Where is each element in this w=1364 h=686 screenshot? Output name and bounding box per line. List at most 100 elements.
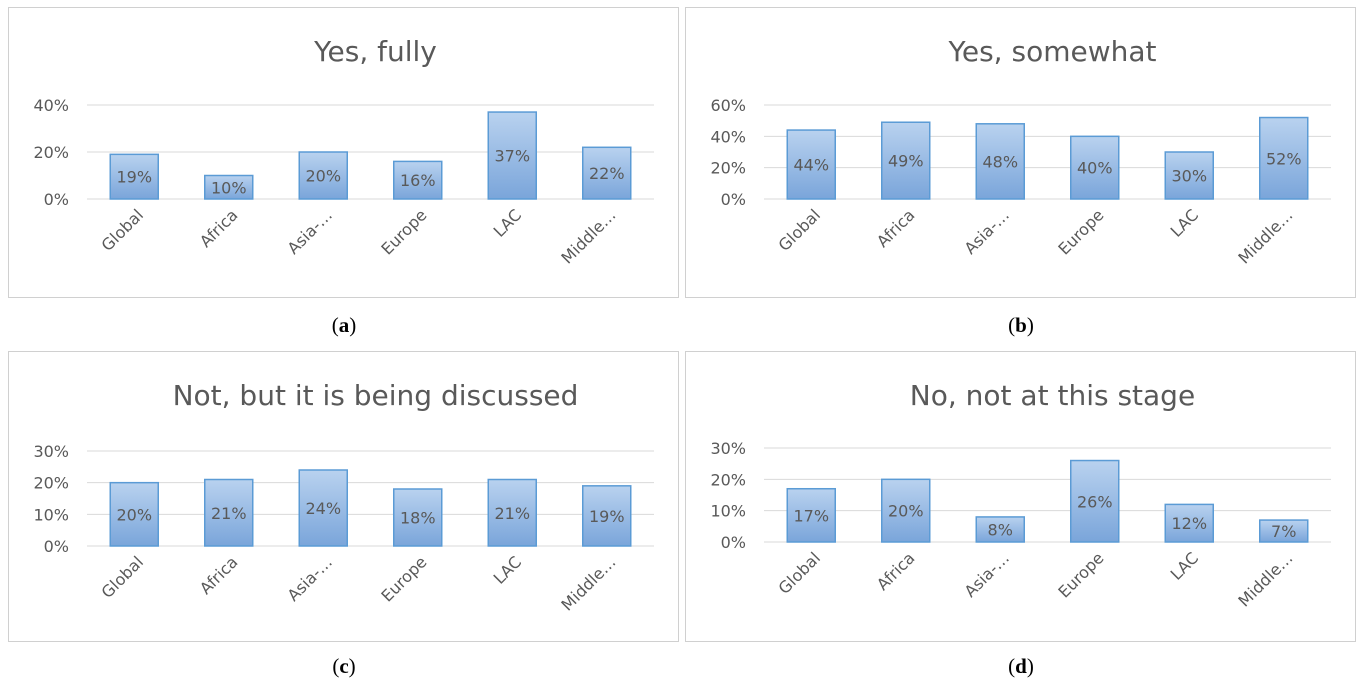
- data-label: 18%: [400, 509, 436, 528]
- x-category-label: Asia-…: [961, 205, 1014, 258]
- data-label: 16%: [400, 171, 436, 190]
- chart-title: Yes, somewhat: [947, 35, 1156, 68]
- bar: [786, 129, 836, 200]
- x-category-label: Middle…: [1234, 548, 1296, 610]
- x-category-label: Global: [775, 205, 825, 255]
- bar: [204, 174, 254, 200]
- data-label: 19%: [116, 168, 152, 187]
- bar: [298, 151, 348, 200]
- x-category-label: Europe: [1054, 205, 1107, 258]
- x-category-label: LAC: [1167, 548, 1202, 583]
- y-tick-label: 40%: [33, 96, 69, 115]
- data-label: 49%: [888, 152, 924, 171]
- data-label: 17%: [793, 506, 829, 525]
- bar: [298, 469, 348, 547]
- y-tick-label: 20%: [710, 470, 746, 489]
- chart-panel-a: Yes, fully 0% 20% 40% 19% Global 10% Africa 20% A…: [8, 7, 679, 298]
- caption-d: (d): [1008, 654, 1034, 678]
- data-label: 10%: [211, 178, 247, 197]
- x-category-label: LAC: [490, 552, 525, 587]
- x-category-label: LAC: [1167, 205, 1202, 240]
- x-category-label: Africa: [873, 205, 919, 251]
- y-tick-label: 20%: [710, 159, 746, 178]
- x-category-label: Middle…: [557, 205, 619, 267]
- x-category-label: Europe: [377, 205, 430, 258]
- bar: [487, 478, 537, 547]
- caption-c: (c): [332, 654, 356, 678]
- chart-panel-b: Yes, somewhat 0% 20% 40% 60% 44% Global 49% Afri…: [685, 7, 1356, 298]
- data-label: 40%: [1077, 159, 1113, 178]
- data-label: 26%: [1077, 492, 1113, 511]
- x-category-label: Asia-…: [961, 548, 1014, 601]
- x-category-label: LAC: [490, 205, 525, 240]
- x-category-label: Middle…: [1234, 205, 1296, 267]
- y-tick-label: 0%: [721, 533, 746, 552]
- x-category-label: Global: [775, 548, 825, 598]
- bar: [786, 487, 836, 543]
- y-tick-label: 30%: [710, 439, 746, 458]
- x-category-label: Asia-…: [284, 552, 337, 605]
- bar: [487, 111, 537, 200]
- y-tick-label: 10%: [33, 505, 69, 524]
- data-label: 20%: [888, 502, 924, 521]
- data-label: 20%: [305, 167, 341, 186]
- data-label: 21%: [211, 504, 247, 523]
- bar: [975, 516, 1025, 543]
- y-tick-label: 0%: [44, 190, 69, 209]
- data-label: 48%: [982, 152, 1018, 171]
- bar: [1259, 116, 1309, 200]
- bar: [1164, 503, 1214, 543]
- data-label: 21%: [494, 504, 530, 523]
- y-tick-label: 20%: [33, 474, 69, 493]
- data-label: 37%: [494, 147, 530, 166]
- bar: [975, 123, 1025, 200]
- x-category-label: Africa: [196, 205, 242, 251]
- bar: [881, 478, 931, 543]
- y-tick-label: 60%: [710, 96, 746, 115]
- data-label: 20%: [116, 505, 152, 524]
- bar: [393, 160, 443, 200]
- bar: [393, 488, 443, 547]
- chart-panel-c: Not, but it is being discussed 0% 10% 20% 30…: [8, 351, 679, 642]
- chart-svg-d: No, not at this stage 0% 10% 20% 30% 17% Globa…: [710, 379, 1331, 611]
- caption-a: (a): [331, 313, 357, 337]
- bar: [582, 146, 632, 200]
- y-tick-label: 30%: [33, 442, 69, 461]
- bar: [109, 481, 159, 547]
- bar: [204, 478, 254, 547]
- data-label: 52%: [1266, 149, 1302, 168]
- data-label: 12%: [1171, 514, 1207, 533]
- x-category-label: Europe: [377, 552, 430, 605]
- chart-title: Not, but it is being discussed: [173, 379, 579, 412]
- x-category-label: Africa: [873, 548, 919, 594]
- chart-title: Yes, fully: [313, 35, 437, 68]
- bar: [881, 121, 931, 200]
- y-tick-label: 40%: [710, 127, 746, 146]
- data-label: 22%: [589, 164, 625, 183]
- chart-svg-b: Yes, somewhat 0% 20% 40% 60% 44% Global 49% Afri…: [710, 35, 1331, 268]
- x-category-label: Africa: [196, 552, 242, 598]
- y-tick-label: 0%: [44, 537, 69, 556]
- caption-b: (b): [1008, 313, 1034, 337]
- y-tick-label: 20%: [33, 143, 69, 162]
- chart-panel-d: No, not at this stage 0% 10% 20% 30% 17% Globa…: [685, 351, 1356, 642]
- bar: [1164, 151, 1214, 200]
- bar: [582, 485, 632, 547]
- x-category-label: Global: [98, 552, 148, 602]
- x-category-label: Asia-…: [284, 205, 337, 258]
- chart-svg-a: Yes, fully 0% 20% 40% 19% Global 10% Africa 20% A…: [33, 35, 654, 268]
- y-tick-label: 0%: [721, 190, 746, 209]
- y-tick-label: 10%: [710, 502, 746, 521]
- data-label: 44%: [793, 156, 829, 175]
- data-label: 19%: [589, 507, 625, 526]
- x-category-label: Middle…: [557, 552, 619, 614]
- bar: [109, 153, 159, 200]
- x-category-label: Global: [98, 205, 148, 255]
- chart-svg-c: Not, but it is being discussed 0% 10% 20% 30…: [33, 379, 654, 615]
- data-label: 24%: [305, 499, 341, 518]
- bar: [1070, 459, 1120, 543]
- chart-title: No, not at this stage: [910, 379, 1195, 412]
- x-category-label: Europe: [1054, 548, 1107, 601]
- bar: [1070, 135, 1120, 200]
- data-label: 7%: [1271, 522, 1296, 541]
